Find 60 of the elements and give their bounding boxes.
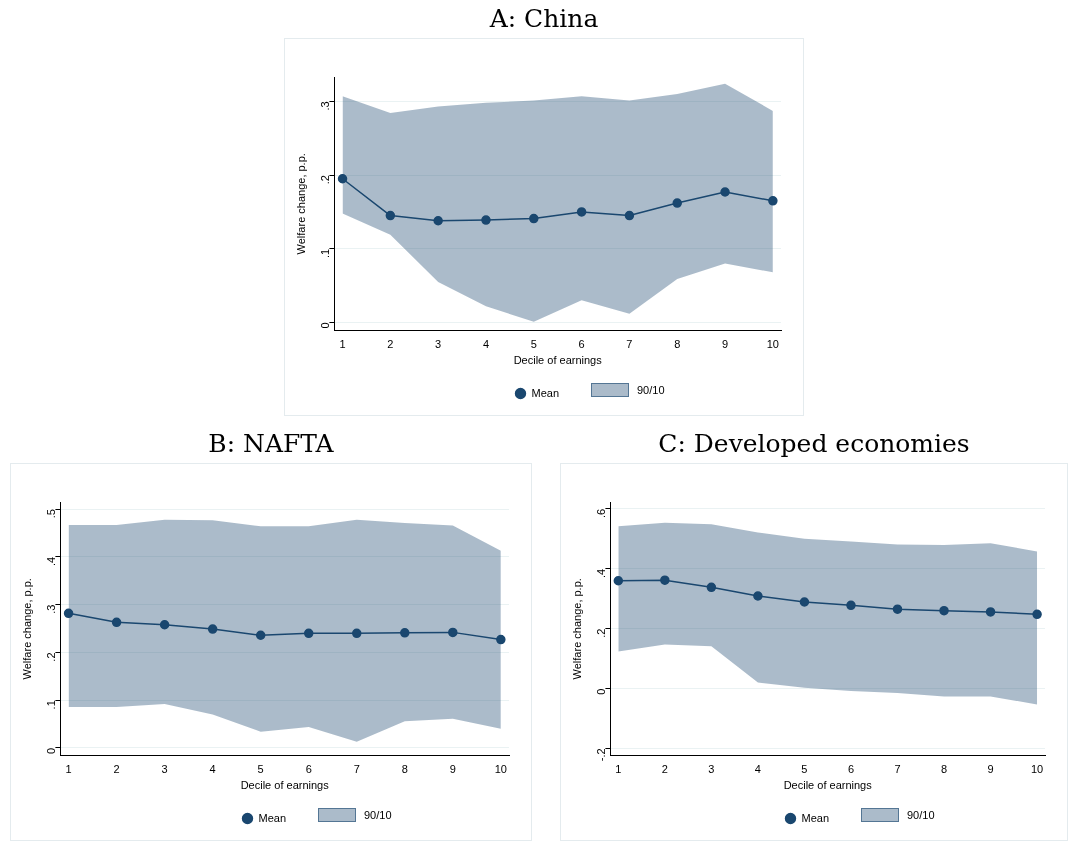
x-tick-label: 4 — [754, 763, 761, 776]
text: 90/10 — [364, 809, 392, 821]
y-axis-title: Welfare change, p.p. — [20, 578, 33, 680]
y-tick-label: .2 — [45, 652, 58, 662]
x-tick-label: 10 — [766, 338, 779, 351]
x-axis-title: Decile of earnings — [783, 779, 873, 792]
chart-title: C: Developed economies — [657, 428, 971, 460]
y-tick-label: -.2 — [595, 748, 608, 762]
x-tick-label: 6 — [847, 763, 855, 776]
legend-label: Mean — [531, 386, 560, 399]
x-axis-title: Decile of earnings — [513, 354, 603, 367]
y-tick-label: .5 — [45, 509, 58, 519]
legend-label: Mean — [801, 811, 830, 824]
x-tick-label: 3 — [708, 763, 715, 776]
x-tick-label: 6 — [305, 763, 312, 776]
x-tick-label: 10 — [494, 763, 507, 776]
x-tick-label: 7 — [626, 338, 633, 351]
x-tick-label: 8 — [401, 763, 408, 776]
chart-title: A: China — [488, 3, 600, 35]
y-tick-label: .2 — [595, 628, 608, 638]
y-tick-label: .4 — [45, 556, 58, 567]
y-tick-label: 0 — [319, 322, 332, 329]
y-tick-label: .4 — [595, 568, 608, 578]
x-tick-label: 10 — [1030, 763, 1044, 776]
y-tick-label: .1 — [45, 700, 58, 710]
y-axis-title: Welfare change, p.p. — [570, 578, 583, 680]
x-axis-title: Decile of earnings — [240, 779, 330, 792]
y-tick-label: .1 — [319, 248, 332, 258]
x-tick-label: 8 — [940, 763, 948, 776]
x-tick-label: 7 — [353, 763, 360, 776]
x-tick-label: 5 — [257, 763, 264, 776]
legend-label: Mean — [258, 811, 287, 824]
y-tick-label: .3 — [319, 101, 332, 111]
y-tick-label: 0 — [595, 688, 608, 695]
x-tick-label: 5 — [801, 763, 808, 776]
x-tick-label: 6 — [578, 338, 585, 351]
x-tick-label: 2 — [661, 763, 668, 776]
x-tick-label: 1 — [339, 338, 346, 351]
x-tick-label: 2 — [113, 763, 120, 776]
x-tick-label: 9 — [721, 338, 729, 351]
x-tick-label: 4 — [209, 763, 216, 776]
x-tick-label: 3 — [161, 763, 168, 776]
x-tick-label: 1 — [65, 763, 72, 776]
x-tick-label: 5 — [530, 338, 537, 351]
x-tick-label: 4 — [482, 338, 490, 351]
y-tick-label: .2 — [319, 175, 332, 185]
x-tick-label: 8 — [674, 338, 681, 351]
x-tick-label: 7 — [894, 763, 901, 776]
text: 90/10 — [637, 384, 665, 396]
x-tick-label: 2 — [387, 338, 394, 351]
y-tick-label: .3 — [45, 604, 58, 614]
y-axis-title: Welfare change, p.p. — [294, 153, 307, 255]
x-tick-label: 3 — [435, 338, 442, 351]
chart-title: B: NAFTA — [207, 428, 335, 460]
x-tick-label: 1 — [615, 763, 622, 776]
y-tick-label: .6 — [595, 508, 608, 519]
x-tick-label: 9 — [987, 763, 994, 776]
y-tick-label: 0 — [45, 747, 58, 755]
x-tick-label: 9 — [449, 763, 456, 776]
text: 90/10 — [907, 809, 935, 821]
